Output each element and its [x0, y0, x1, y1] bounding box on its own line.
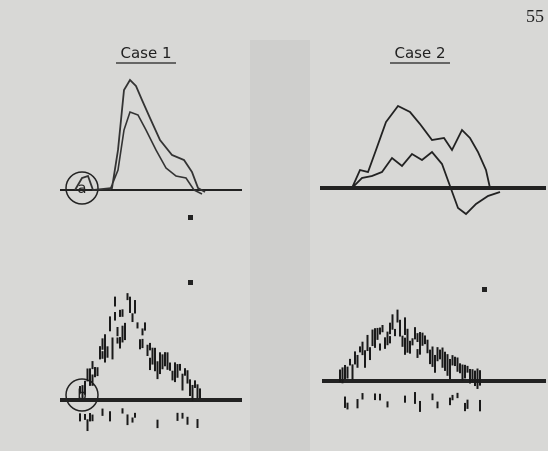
marker-square — [188, 280, 193, 285]
row-label: a — [77, 179, 86, 197]
marker-square — [188, 215, 193, 220]
column-label: Case 1 — [120, 44, 171, 62]
page-number: 55 — [526, 6, 544, 26]
column-label: Case 2 — [394, 44, 445, 62]
gutter — [250, 40, 310, 451]
figure: 55 Case 1 Case 2 a b — [0, 0, 548, 451]
marker-square — [482, 287, 487, 292]
page: 55 Case 1 Case 2 a b (() => { const data… — [0, 0, 548, 451]
